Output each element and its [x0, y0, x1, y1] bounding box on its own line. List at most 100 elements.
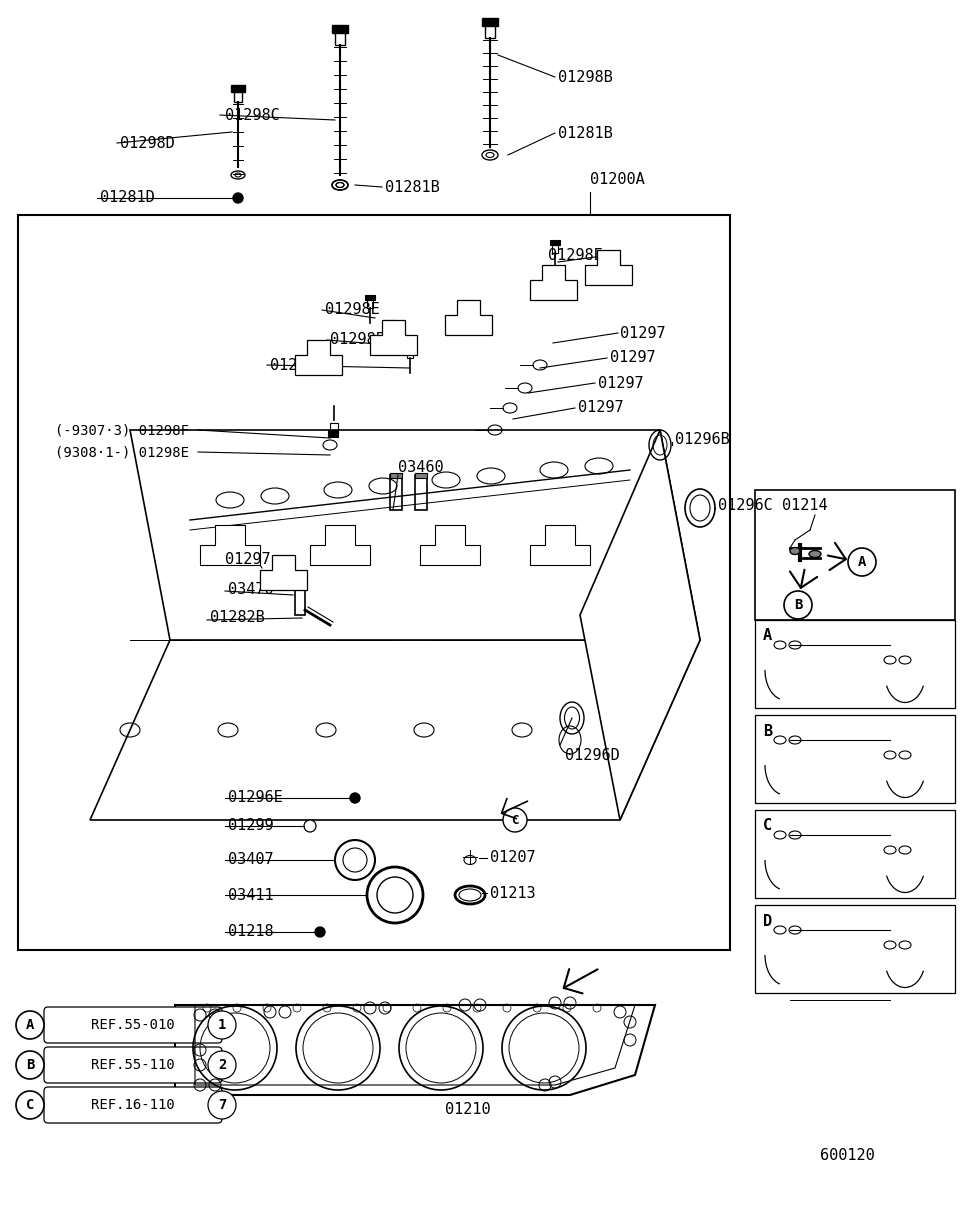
- Bar: [550, 240, 560, 244]
- Polygon shape: [310, 525, 370, 565]
- Text: 01207: 01207: [490, 851, 536, 865]
- Bar: [552, 244, 558, 253]
- Bar: [415, 476, 427, 509]
- Bar: [755, 809, 955, 898]
- Bar: [407, 350, 413, 358]
- Text: REF.16-110: REF.16-110: [91, 1097, 175, 1112]
- Bar: [295, 580, 305, 615]
- Bar: [390, 473, 402, 478]
- Text: 01297: 01297: [225, 553, 271, 567]
- Bar: [328, 430, 338, 437]
- Bar: [332, 25, 348, 33]
- Text: (9308·1-) 01298E: (9308·1-) 01298E: [55, 445, 189, 459]
- Text: C: C: [26, 1097, 35, 1112]
- Bar: [335, 33, 345, 45]
- Text: 01281D: 01281D: [100, 190, 155, 206]
- Polygon shape: [370, 319, 417, 355]
- FancyBboxPatch shape: [44, 1087, 222, 1123]
- Bar: [405, 345, 415, 350]
- Text: 01298D: 01298D: [120, 136, 175, 150]
- Text: 01296E: 01296E: [228, 789, 283, 805]
- Text: 01298E: 01298E: [330, 333, 385, 347]
- Circle shape: [784, 590, 812, 620]
- Ellipse shape: [809, 551, 821, 558]
- Text: A: A: [26, 1018, 35, 1032]
- Text: 01297: 01297: [578, 401, 624, 415]
- Text: 2: 2: [218, 1058, 227, 1072]
- Text: (-9307·3) 01298F: (-9307·3) 01298F: [55, 424, 189, 437]
- Bar: [234, 92, 242, 102]
- Polygon shape: [175, 1006, 655, 1095]
- Circle shape: [848, 548, 876, 576]
- Circle shape: [16, 1091, 44, 1119]
- Circle shape: [503, 808, 527, 832]
- Circle shape: [16, 1051, 44, 1079]
- Ellipse shape: [790, 547, 800, 554]
- Text: REF.55-110: REF.55-110: [91, 1058, 175, 1072]
- Text: 01213: 01213: [490, 886, 536, 900]
- Text: 01298E: 01298E: [325, 302, 380, 317]
- Circle shape: [315, 927, 325, 937]
- Text: 01296D: 01296D: [565, 748, 620, 762]
- Text: 01298C: 01298C: [225, 108, 279, 122]
- Text: B: B: [26, 1058, 35, 1072]
- Circle shape: [16, 1012, 44, 1039]
- Text: 01298E: 01298E: [548, 248, 603, 263]
- Polygon shape: [445, 300, 492, 335]
- Polygon shape: [530, 525, 590, 565]
- Polygon shape: [420, 525, 480, 565]
- Bar: [385, 319, 395, 325]
- Polygon shape: [295, 340, 342, 375]
- Circle shape: [377, 877, 413, 914]
- Polygon shape: [90, 640, 700, 820]
- Bar: [295, 578, 305, 582]
- Circle shape: [233, 194, 243, 203]
- Text: C: C: [763, 818, 772, 834]
- Text: 03460: 03460: [398, 461, 444, 476]
- Circle shape: [304, 820, 316, 832]
- Bar: [755, 490, 955, 620]
- FancyBboxPatch shape: [44, 1007, 222, 1043]
- Bar: [755, 715, 955, 803]
- Bar: [231, 85, 245, 92]
- Circle shape: [208, 1012, 236, 1039]
- Text: 01218: 01218: [228, 924, 274, 939]
- Text: 01214: 01214: [782, 497, 828, 513]
- Text: A: A: [763, 628, 772, 644]
- Ellipse shape: [459, 889, 481, 901]
- Bar: [390, 476, 402, 509]
- Circle shape: [208, 1091, 236, 1119]
- Text: 01297: 01297: [620, 325, 665, 340]
- Text: 01298B: 01298B: [558, 69, 612, 85]
- Text: 01296C: 01296C: [718, 497, 773, 513]
- Text: 01200A: 01200A: [590, 173, 645, 188]
- Bar: [755, 620, 955, 708]
- Text: 01210: 01210: [445, 1102, 491, 1118]
- Polygon shape: [585, 250, 632, 286]
- Text: C: C: [512, 813, 518, 826]
- Text: 03470: 03470: [228, 582, 274, 598]
- Text: 01281B: 01281B: [558, 126, 612, 140]
- Text: 03411: 03411: [228, 887, 274, 903]
- Circle shape: [343, 848, 367, 872]
- Bar: [485, 25, 495, 38]
- Text: A: A: [858, 555, 866, 569]
- Text: B: B: [794, 598, 803, 612]
- Circle shape: [208, 1051, 236, 1079]
- Bar: [755, 905, 955, 993]
- Text: 01297: 01297: [598, 375, 643, 391]
- Text: 03407: 03407: [228, 853, 274, 868]
- Text: 01296B: 01296B: [675, 432, 730, 448]
- Text: 7: 7: [218, 1097, 227, 1112]
- Text: 01297: 01297: [610, 351, 656, 365]
- Text: B: B: [763, 724, 772, 738]
- Bar: [330, 424, 338, 433]
- Text: 01282B: 01282B: [210, 611, 265, 626]
- Polygon shape: [130, 430, 700, 640]
- Text: 01281B: 01281B: [385, 179, 440, 195]
- Text: D: D: [763, 914, 772, 928]
- FancyBboxPatch shape: [44, 1047, 222, 1083]
- Polygon shape: [580, 430, 700, 820]
- Text: 600120: 600120: [820, 1147, 875, 1163]
- Bar: [367, 300, 373, 309]
